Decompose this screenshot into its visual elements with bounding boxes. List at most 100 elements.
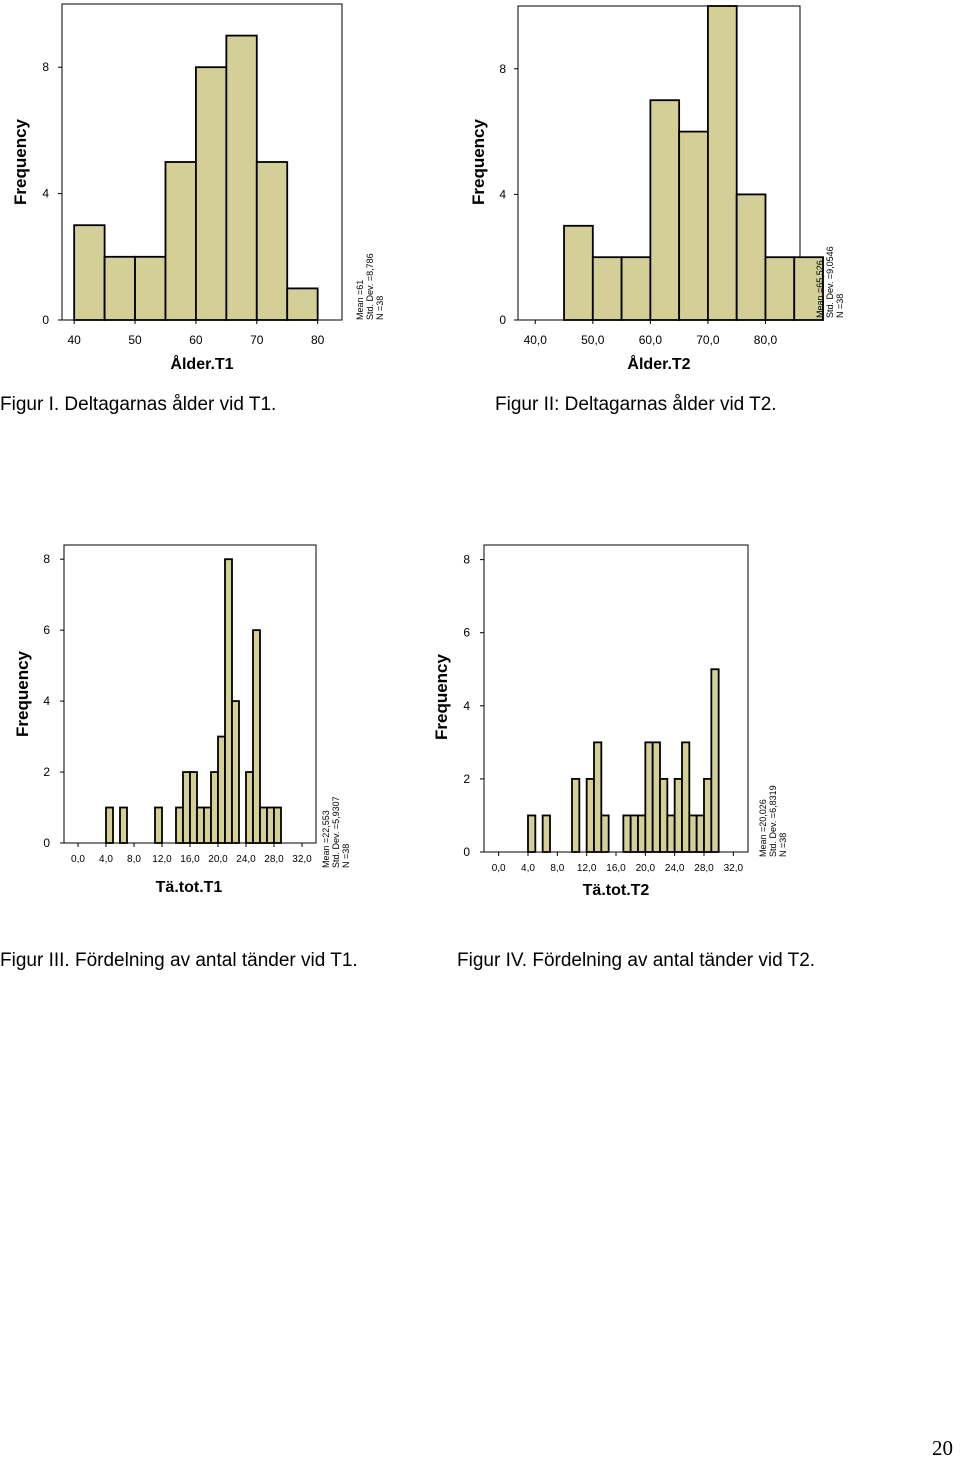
histogram-bar	[620, 256, 652, 321]
summary-stat: Mean =65,526	[815, 260, 825, 318]
histogram-bar	[266, 806, 275, 844]
histogram-bar	[195, 66, 228, 321]
histogram-bar	[164, 161, 197, 321]
histogram-4: 0 2 4 6 8 0,0 4,0 8,0 12,0 16,0 20,0 24,0 28,0 32,0 Fr…	[432, 544, 788, 899]
histogram-bar	[651, 741, 661, 853]
histogram-bar	[695, 814, 705, 853]
histogram-bar	[225, 34, 258, 321]
histogram-bar	[73, 224, 106, 321]
y-tick-label: 8	[43, 552, 50, 566]
y-tick-label: 0	[42, 313, 49, 327]
x-axis-title: Ålder.T1	[170, 354, 233, 373]
page-number: 20	[932, 1436, 953, 1460]
histogram-2: 0 4 8 40,0 50,0 60,0 70,0 80,0 Frequency Ålder.T2…	[469, 5, 845, 373]
histogram-bar	[196, 806, 205, 844]
summary-stat: Mean =61	[355, 280, 365, 320]
histogram-bar	[591, 256, 623, 321]
histogram-bar	[678, 130, 709, 321]
histogram-bar	[119, 806, 128, 844]
y-tick-label: 8	[463, 553, 470, 567]
summary-stat: Std. Dev. =8,786	[365, 253, 375, 320]
histogram-bar	[735, 193, 767, 321]
summary-stat: Std. Dev. =5,9307	[331, 796, 341, 868]
y-axis-title: Frequency	[469, 118, 488, 205]
x-tick-label: 50,0	[581, 333, 605, 347]
histogram-bar	[710, 668, 720, 853]
histogram-bar	[217, 735, 226, 844]
histogram-bar	[255, 161, 289, 321]
histogram-bar	[593, 741, 603, 853]
summary-stat: Mean =22,553	[321, 810, 331, 868]
y-axis-title: Frequency	[432, 653, 451, 740]
summary-stat: N =38	[341, 844, 351, 868]
caption-figure-2: Figur II: Deltagarnas ålder vid T2.	[495, 394, 777, 415]
histogram-bar	[134, 255, 167, 321]
histogram-bar	[203, 806, 212, 844]
histogram-bar	[629, 814, 639, 853]
summary-stat: N =38	[375, 296, 385, 320]
x-axis-title: Tä.tot.T1	[156, 879, 223, 896]
x-tick-label: 50	[128, 333, 142, 347]
x-tick-label: 20,0	[208, 854, 228, 865]
y-tick-label: 0	[499, 313, 506, 327]
y-tick-label: 4	[43, 694, 50, 708]
histogram-bar	[273, 806, 282, 844]
x-tick-label: 16,0	[180, 854, 200, 865]
histogram-bar	[541, 814, 551, 853]
y-tick-label: 6	[463, 626, 470, 640]
x-tick-label: 28,0	[264, 854, 284, 865]
histogram-bar	[707, 5, 738, 321]
x-tick-label: 70,0	[696, 333, 720, 347]
summary-stat: Std. Dev. =6,8319	[768, 785, 778, 857]
x-tick-label: 0,0	[492, 863, 506, 874]
histogram-bar	[210, 771, 219, 844]
histogram-bar	[231, 700, 240, 844]
summary-stat: Std. Dev. =9,0546	[825, 246, 835, 318]
x-tick-label: 40	[67, 333, 81, 347]
x-tick-label: 20,0	[636, 863, 656, 874]
x-tick-label: 24,0	[236, 854, 256, 865]
histogram-bar	[703, 778, 713, 853]
x-axis-title: Tä.tot.T2	[583, 882, 650, 899]
histogram-bar	[527, 814, 537, 853]
x-tick-label: 60,0	[639, 333, 663, 347]
x-axis-title: Ålder.T2	[627, 354, 690, 373]
x-tick-label: 8,0	[550, 863, 564, 874]
y-axis-title: Frequency	[11, 118, 30, 205]
histogram-bar	[245, 771, 254, 844]
histogram-bar	[189, 771, 198, 844]
histogram-bar	[175, 806, 184, 844]
histogram-bar	[224, 558, 233, 844]
histogram-bar	[644, 741, 654, 853]
histogram-bar	[666, 814, 676, 853]
y-tick-label: 8	[499, 62, 506, 76]
x-tick-label: 60	[189, 333, 203, 347]
x-tick-label: 12,0	[577, 863, 597, 874]
x-tick-label: 4,0	[99, 854, 113, 865]
histogram-bar	[637, 814, 647, 853]
histogram-bar	[252, 629, 261, 844]
histogram-1: 0 4 8 40 50 60 70 80 Frequency Ålder.T1 Mean =61 St…	[11, 3, 385, 373]
y-tick-label: 0	[43, 836, 50, 850]
histogram-bar	[286, 287, 319, 321]
histogram-bar	[793, 256, 824, 321]
y-tick-label: 0	[463, 845, 470, 859]
caption-figure-3: Figur III. Fördelning av antal tänder vi…	[0, 950, 358, 971]
histogram-bar	[182, 771, 191, 844]
histogram-bar	[259, 806, 268, 844]
caption-figure-4: Figur IV. Fördelning av antal tänder vid…	[457, 950, 816, 971]
histogram-3: 0 2 4 6 8 0,0 4,0 8,0 12,0 16,0 20,0 24,0 28,0 32,0 Fr…	[13, 544, 351, 896]
y-tick-label: 4	[463, 699, 470, 713]
x-tick-label: 32,0	[724, 863, 744, 874]
histogram-bar	[764, 256, 796, 321]
y-tick-label: 2	[463, 772, 470, 786]
y-tick-label: 6	[43, 623, 50, 637]
histogram-bar	[585, 778, 595, 853]
histogram-bar	[103, 255, 136, 321]
histogram-bar	[105, 806, 114, 844]
x-tick-label: 40,0	[524, 333, 548, 347]
histogram-bar	[600, 814, 610, 853]
y-tick-label: 4	[42, 187, 49, 201]
summary-stat: N =38	[835, 294, 845, 318]
